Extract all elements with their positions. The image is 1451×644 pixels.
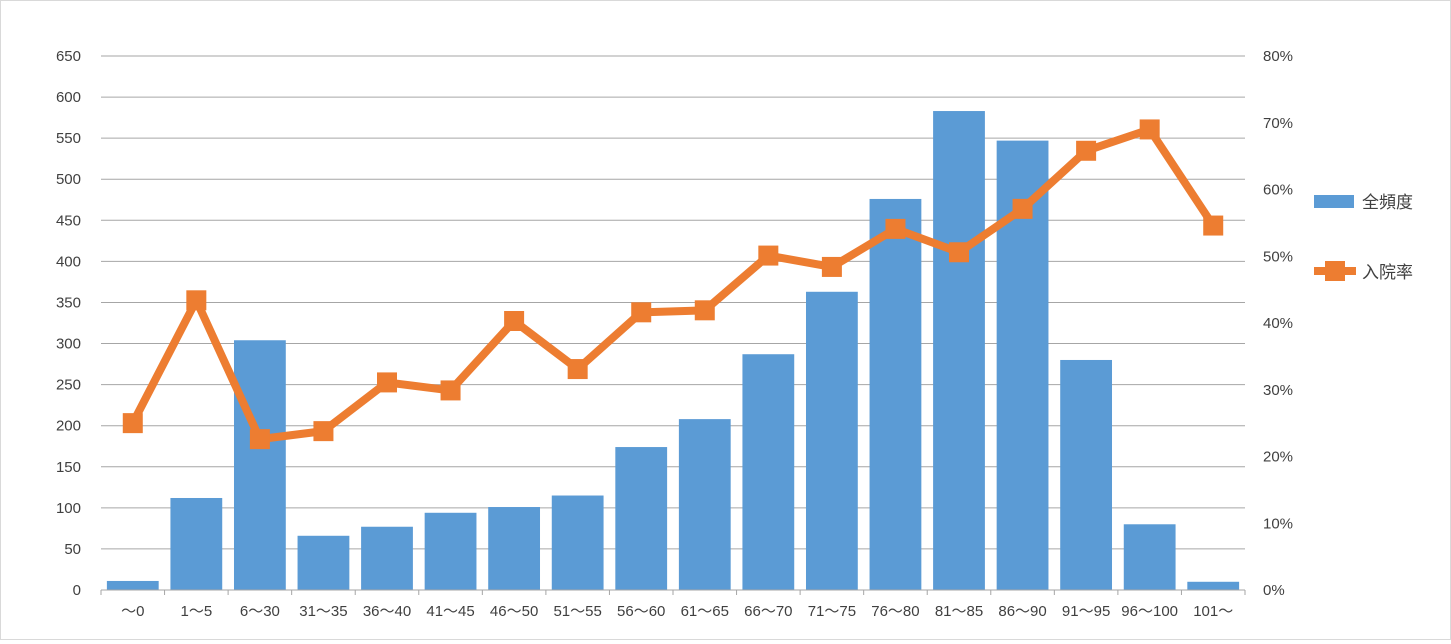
left-axis-tick-label: 0 xyxy=(73,582,81,599)
right-axis-tick-labels: 0% 10% 20% 30% 40% 50% 60% 70% 80% xyxy=(1263,48,1293,599)
legend-label: 全頻度 xyxy=(1362,193,1413,213)
left-axis-tick-labels: 0 50 100 150 200 250 300 350 400 450 500 550 600 650 xyxy=(56,48,81,599)
bar-series xyxy=(106,111,1240,590)
axes xyxy=(100,589,1246,595)
line-marker xyxy=(758,245,779,266)
line-marker xyxy=(885,218,906,239)
right-axis-tick-label: 30% xyxy=(1263,382,1293,399)
line-marker xyxy=(186,290,207,311)
x-axis-tick-labels: ～0 1～5 6～30 31～35 36～40 41～45 46～50 51～55 56～60 6… xyxy=(121,603,1233,620)
x-axis-tick-label: 56～60 xyxy=(617,603,665,620)
bar xyxy=(297,535,350,590)
line-marker xyxy=(1203,215,1224,236)
left-axis-tick-label: 400 xyxy=(56,253,81,270)
right-axis-tick-label: 0% xyxy=(1263,582,1285,599)
right-axis-tick-label: 10% xyxy=(1263,515,1293,532)
x-axis-tick-label: 51～55 xyxy=(553,603,601,620)
line-marker xyxy=(122,413,143,434)
right-axis-tick-label: 50% xyxy=(1263,248,1293,265)
line-marker xyxy=(1076,140,1097,161)
bar xyxy=(615,447,668,590)
x-axis-tick-label: 101～ xyxy=(1193,603,1233,620)
line-marker xyxy=(313,421,334,442)
x-axis-tick-label: ～0 xyxy=(121,603,144,620)
bar xyxy=(742,354,795,590)
left-axis-tick-label: 500 xyxy=(56,171,81,188)
bar xyxy=(170,497,223,590)
line-marker xyxy=(504,311,525,331)
bar xyxy=(933,111,985,590)
right-axis-tick-label: 40% xyxy=(1263,315,1293,332)
x-axis-tick-label: 6～30 xyxy=(240,603,280,620)
line-series xyxy=(122,119,1224,450)
line-marker xyxy=(249,429,270,450)
bar xyxy=(361,526,413,590)
x-axis-tick-label: 81～85 xyxy=(935,603,983,620)
bar xyxy=(233,340,286,590)
line-marker xyxy=(440,380,461,401)
line-marker xyxy=(377,372,397,393)
x-axis-tick-label: 61～65 xyxy=(681,603,729,620)
bar xyxy=(106,580,159,590)
bar xyxy=(551,495,604,590)
left-axis-tick-label: 650 xyxy=(56,48,81,65)
right-axis-tick-label: 60% xyxy=(1263,182,1293,199)
left-axis-tick-label: 300 xyxy=(56,336,81,353)
line-marker xyxy=(821,256,842,277)
line-marker xyxy=(949,242,969,263)
line-marker xyxy=(694,300,715,321)
x-axis-tick-label: 66～70 xyxy=(744,603,792,620)
x-axis-tick-label: 31～35 xyxy=(299,603,347,620)
right-axis-tick-label: 70% xyxy=(1263,115,1293,132)
right-axis-tick-label: 80% xyxy=(1263,48,1293,65)
right-axis-tick-label: 20% xyxy=(1263,449,1293,466)
legend-label: 入院率 xyxy=(1362,263,1413,283)
bar xyxy=(488,507,541,590)
bar xyxy=(805,291,858,590)
left-axis-tick-label: 550 xyxy=(56,130,81,147)
bar xyxy=(1187,581,1240,590)
line-marker xyxy=(567,359,588,380)
left-axis-tick-label: 600 xyxy=(56,89,81,106)
line-path xyxy=(128,125,1218,444)
left-axis-tick-label: 50 xyxy=(64,541,81,558)
bar xyxy=(869,198,922,590)
left-axis-tick-label: 350 xyxy=(56,294,81,311)
line-marker xyxy=(1139,119,1160,140)
x-axis-tick-label: 46～50 xyxy=(490,603,538,620)
left-axis-tick-label: 250 xyxy=(56,377,81,394)
x-axis-tick-label: 1～5 xyxy=(180,603,212,620)
line-marker xyxy=(631,302,652,323)
x-axis-tick-label: 96～100 xyxy=(1121,603,1178,620)
x-axis-tick-label: 86～90 xyxy=(998,603,1046,620)
bar xyxy=(1060,359,1113,590)
bar xyxy=(678,419,731,590)
bar xyxy=(424,512,477,590)
left-axis-tick-label: 150 xyxy=(56,459,81,476)
left-axis-tick-label: 200 xyxy=(56,418,81,435)
x-axis-tick-label: 71～75 xyxy=(808,603,856,620)
left-axis-tick-label: 100 xyxy=(56,500,81,517)
legend-swatch-marker xyxy=(1325,261,1345,281)
x-axis-tick-label: 76～80 xyxy=(871,603,919,620)
x-axis-tick-label: 36～40 xyxy=(363,603,411,620)
line-marker xyxy=(1012,198,1033,219)
x-axis-tick-label: 91～95 xyxy=(1062,603,1110,620)
x-axis-tick-label: 41～45 xyxy=(426,603,474,620)
bar xyxy=(1123,524,1176,590)
left-axis-tick-label: 450 xyxy=(56,212,81,229)
legend-swatch-bar xyxy=(1314,195,1354,208)
